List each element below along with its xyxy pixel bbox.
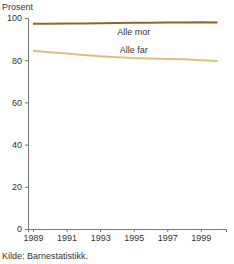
x-tick-mark: [201, 229, 202, 232]
source-note: Kilde: Barnestatistikk.: [2, 251, 88, 261]
x-tick-label: 1997: [158, 233, 178, 243]
y-axis-label: Prosent: [2, 2, 34, 12]
x-tick-label: 1991: [57, 233, 77, 243]
x-tick: 1995: [124, 229, 144, 243]
x-tick-label: 1993: [91, 233, 111, 243]
x-tick-mark: [67, 229, 68, 232]
series-label: Alle mor: [117, 27, 150, 37]
plot-area: [33, 22, 218, 61]
chart: 0 20 40 60 80 100 1989 1991 1993 1995 1997 1999 Alle…: [0, 0, 234, 264]
y-tick-mark: [25, 145, 28, 146]
x-tick-label: 1999: [191, 233, 211, 243]
y-axis: 0 20 40 60 80 100: [7, 13, 29, 234]
y-tick: 80: [12, 56, 28, 66]
x-tick-mark: [100, 229, 101, 232]
series-label: Alle far: [120, 45, 148, 55]
x-tick-label: 1995: [124, 233, 144, 243]
x-tick: 1993: [91, 229, 111, 243]
x-tick-mark: [33, 229, 34, 232]
y-tick: 60: [12, 98, 28, 108]
y-tick: 20: [12, 182, 28, 192]
y-tick-label: 40: [12, 140, 22, 150]
y-tick-label: 0: [17, 224, 22, 234]
y-tick-label: 60: [12, 98, 22, 108]
y-tick-label: 100: [7, 13, 22, 23]
y-tick-mark: [25, 102, 28, 103]
x-tick-label: 1989: [24, 233, 44, 243]
x-tick: 1999: [191, 229, 211, 243]
series-line: [33, 22, 218, 23]
y-tick: 40: [12, 140, 28, 150]
x-tick: 1997: [158, 229, 178, 243]
y-tick-mark: [25, 187, 28, 188]
y-tick-mark: [25, 229, 28, 230]
x-tick-mark: [167, 229, 168, 232]
x-tick: 1991: [57, 229, 77, 243]
x-tick: 1989: [24, 229, 44, 243]
y-tick-mark: [25, 18, 28, 19]
x-axis: 1989 1991 1993 1995 1997 1999: [24, 229, 227, 243]
y-axis-line: [25, 19, 29, 230]
x-tick-mark: [134, 229, 135, 232]
y-tick-label: 80: [12, 56, 22, 66]
y-tick-mark: [25, 60, 28, 61]
y-tick: 100: [7, 13, 28, 23]
x-axis-line: [29, 230, 227, 233]
y-tick-label: 20: [12, 182, 22, 192]
